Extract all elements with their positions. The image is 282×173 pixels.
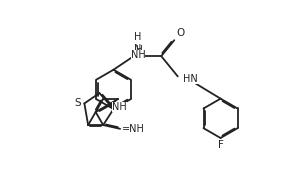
- Text: O: O: [176, 29, 184, 38]
- Text: H: H: [135, 45, 142, 54]
- Text: H
N: H N: [135, 33, 142, 54]
- Text: HN: HN: [183, 74, 198, 84]
- Text: NH: NH: [131, 50, 146, 60]
- Text: S: S: [75, 98, 81, 108]
- Text: NH: NH: [112, 102, 127, 112]
- Text: F: F: [218, 140, 224, 150]
- Text: =NH: =NH: [122, 124, 145, 134]
